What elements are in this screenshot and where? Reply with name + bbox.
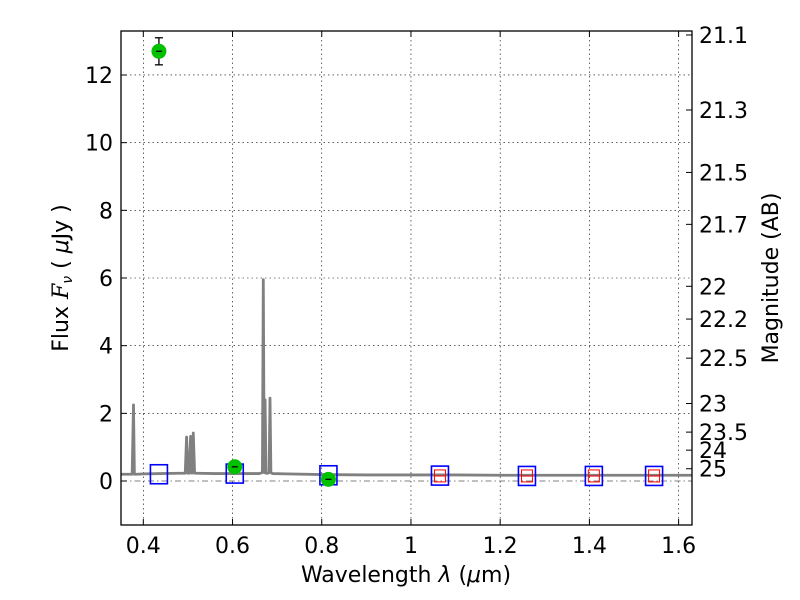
x-axis-label: Wavelength λ (μm) (301, 563, 511, 588)
plot-area (121, 37, 692, 487)
y-tick-label: 6 (99, 267, 113, 292)
y-axis-label: Flux Fν ( μJy ) (49, 204, 76, 352)
y2-tick-label: 21.3 (699, 99, 748, 124)
y-tick-label: 8 (99, 199, 113, 224)
y2-tick-label: 21.5 (699, 161, 748, 186)
y2-tick-label: 23.5 (699, 421, 748, 446)
y2-tick-label: 21.1 (699, 24, 748, 49)
y-tick-label: 10 (85, 132, 113, 157)
model-flux-square (584, 465, 604, 487)
model-flux-square (430, 465, 450, 486)
y2-tick-label: 25 (699, 458, 727, 483)
x-tick-label: 0.6 (215, 534, 250, 559)
x-tick-label: 0.4 (126, 534, 161, 559)
y-tick-label: 12 (85, 64, 113, 89)
y2-tick-label: 24 (699, 439, 727, 464)
x-tick-label: 0.8 (304, 534, 339, 559)
y2-tick-label: 22 (699, 275, 727, 300)
y2-axis-label: Magnitude (AB) (759, 193, 784, 364)
y-tick-label: 2 (99, 402, 113, 427)
axes: 0.4 0.6 0.8 1 1.2 1.4 1.602468101221.121.321.5… (85, 24, 748, 559)
y2-tick-label: 22.5 (699, 347, 748, 372)
model-flux-square (149, 463, 169, 485)
x-tick-label: 1.6 (661, 534, 696, 559)
x-tick-label: 1.4 (572, 534, 607, 559)
y-tick-label: 4 (99, 335, 113, 360)
x-tick-label: 1 (404, 534, 418, 559)
y2-tick-label: 22.2 (699, 308, 748, 333)
y2-tick-label: 23 (699, 393, 727, 418)
model-flux-square (517, 465, 537, 487)
y2-tick-label: 21.7 (699, 213, 748, 238)
y-tick-label: 0 (99, 470, 113, 495)
x-tick-label: 1.2 (483, 534, 518, 559)
model-flux-square (644, 465, 664, 487)
spectrum-line (121, 278, 692, 477)
